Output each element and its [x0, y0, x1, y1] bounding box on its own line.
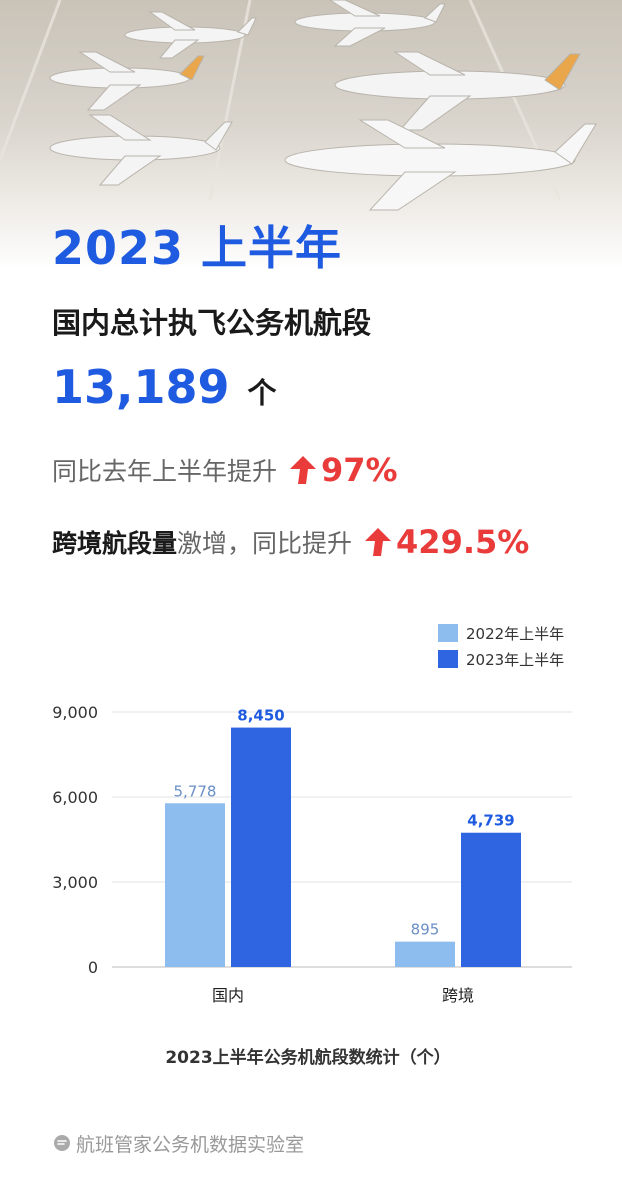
legend-label: 2022年上半年	[466, 625, 564, 643]
arrow-up-icon	[365, 528, 392, 556]
legend-label: 2023年上半年	[466, 651, 564, 669]
headline-title: 2023 上半年	[52, 221, 343, 275]
x-tick-label: 国内	[212, 986, 244, 1005]
total-flights-row: 13,189 个	[52, 360, 277, 416]
yoy-value: 97%	[321, 451, 398, 489]
business-jet-icon	[284, 119, 597, 211]
chart-title: 2023上半年公务机航段数统计（个）	[165, 1047, 450, 1068]
business-jet-icon	[294, 0, 446, 47]
hero-image	[0, 0, 622, 270]
hero-jets-illustration	[0, 0, 622, 270]
y-tick-label: 6,000	[52, 788, 98, 807]
data-label: 8,450	[237, 707, 284, 725]
bar	[461, 832, 521, 967]
total-flights-unit: 个	[247, 376, 277, 410]
y-tick-label: 0	[88, 958, 98, 977]
business-jet-icon	[124, 11, 257, 59]
x-tick-label: 跨境	[442, 986, 474, 1005]
legend-swatch	[438, 650, 458, 668]
yoy-label: 同比去年上半年提升	[52, 457, 278, 486]
data-label: 895	[411, 921, 440, 939]
subhead-title: 国内总计执飞公务机航段	[52, 306, 372, 340]
cross-border-label: 跨境航段量	[52, 529, 178, 558]
flight-segments-chart: 0 3,000 6,000 9,000 5,778 8,450 国内 895 4,739 跨境 …	[0, 600, 622, 1100]
cross-border-growth-row: 跨境航段量 激增，同比提升 429.5%	[52, 520, 529, 564]
y-tick-label: 9,000	[52, 703, 98, 722]
business-jet-icon	[49, 51, 205, 111]
arrow-up-icon	[290, 456, 317, 484]
business-jet-icon	[49, 114, 233, 186]
total-flights-value: 13,189	[52, 360, 230, 414]
data-label: 5,778	[174, 782, 217, 800]
bar	[165, 803, 225, 967]
bar	[231, 727, 291, 967]
legend-swatch	[438, 624, 458, 642]
business-jet-icon	[334, 51, 581, 131]
footer-credit: 航班管家公务机数据实验室	[52, 1128, 304, 1158]
footer-text: 航班管家公务机数据实验室	[76, 1133, 305, 1156]
bar	[395, 941, 455, 967]
cross-border-value: 429.5%	[396, 523, 530, 561]
cross-border-desc: 激增，同比提升	[177, 529, 353, 558]
data-label: 4,739	[467, 812, 514, 830]
yoy-growth-row: 同比去年上半年提升 97%	[52, 450, 398, 490]
chat-bubble-logo-icon	[54, 1135, 70, 1151]
y-tick-label: 3,000	[52, 873, 98, 892]
